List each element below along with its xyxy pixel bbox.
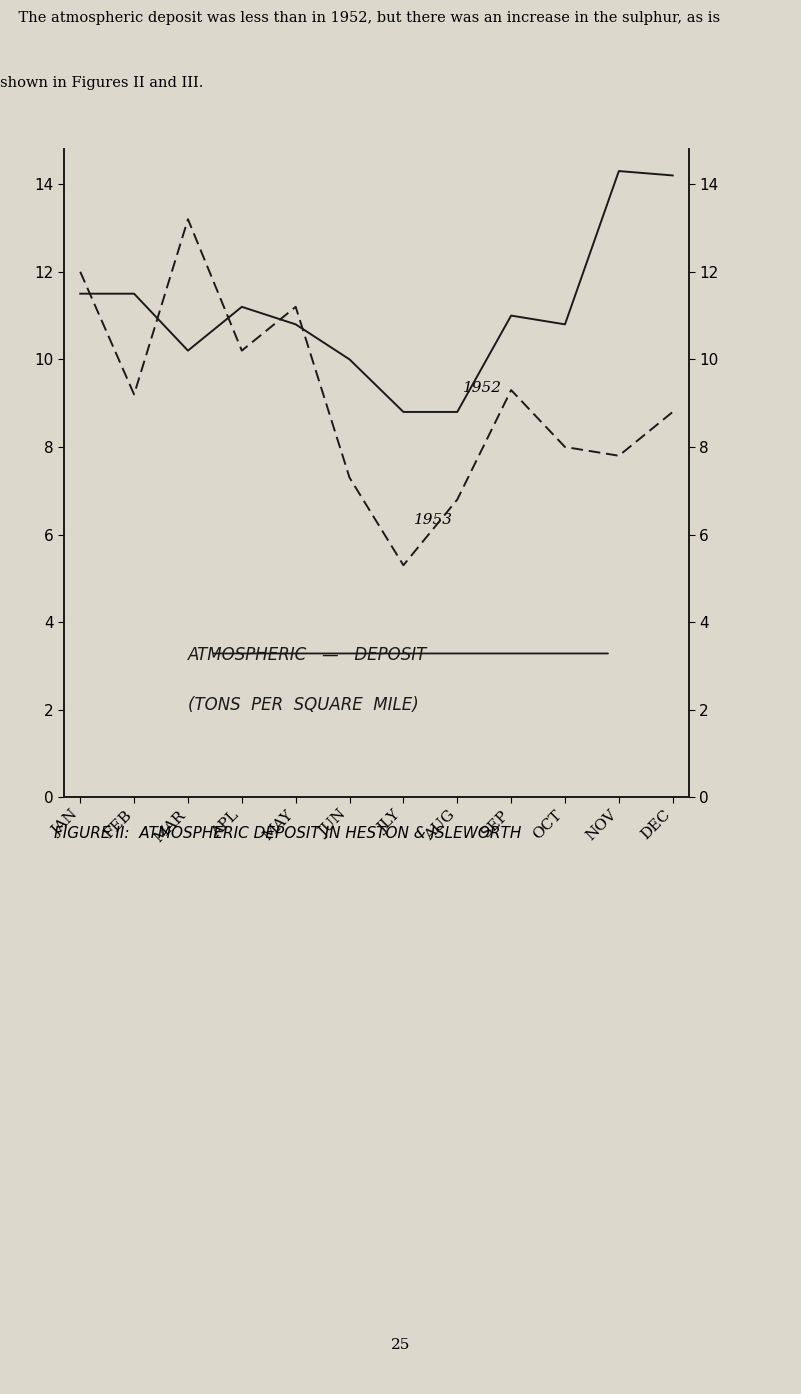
Text: 25: 25	[391, 1338, 410, 1352]
Text: FIGURE II:  ATMOSPHERIC DEPOSIT IN HESTON & ISLEWORTH: FIGURE II: ATMOSPHERIC DEPOSIT IN HESTON…	[54, 827, 521, 841]
Text: ATMOSPHERIC   —   DEPOSIT: ATMOSPHERIC — DEPOSIT	[188, 645, 427, 664]
Text: shown in Figures II and III.: shown in Figures II and III.	[0, 77, 203, 91]
Text: 1952: 1952	[463, 382, 501, 396]
Text: (TONS  PER  SQUARE  MILE): (TONS PER SQUARE MILE)	[188, 696, 419, 714]
Text: 1953: 1953	[414, 513, 453, 527]
Text: The atmospheric deposit was less than in 1952, but there was an increase in the : The atmospheric deposit was less than in…	[0, 11, 720, 25]
